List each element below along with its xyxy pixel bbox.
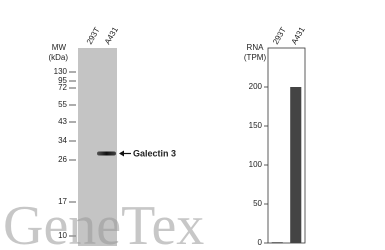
bar (290, 87, 302, 243)
y-axis-label: (TPM) (244, 53, 267, 62)
mw-label: (kDa) (48, 53, 68, 62)
mw-marker-label: 43 (58, 117, 67, 126)
mw-marker-label: 72 (58, 83, 67, 92)
watermark: GeneTex (3, 195, 204, 250)
y-tick-label: 200 (249, 82, 263, 91)
lane-label: A431 (103, 25, 120, 46)
mw-marker-label: 17 (58, 197, 67, 206)
x-tick-label: A431 (290, 25, 307, 46)
mw-marker-label: 55 (58, 100, 67, 109)
y-tick-label: 0 (258, 238, 263, 247)
mw-label: MW (52, 43, 67, 52)
mw-marker-label: 95 (58, 76, 67, 85)
mw-marker-label: 34 (58, 136, 67, 145)
mw-marker-label: 10 (58, 231, 67, 240)
blot-membrane (78, 48, 117, 246)
plot-frame (267, 47, 306, 244)
y-tick-label: 50 (253, 199, 262, 208)
bar (271, 242, 283, 244)
lane-label: 293T (85, 26, 102, 46)
y-tick-label: 100 (249, 160, 263, 169)
band-label: Galectin 3 (133, 148, 176, 158)
y-axis-label: RNA (247, 43, 265, 52)
band-arrowhead (119, 150, 124, 157)
y-tick-label: 150 (249, 121, 263, 130)
mw-marker-label: 130 (54, 67, 68, 76)
blot-band (97, 151, 116, 156)
mw-marker-label: 26 (58, 155, 67, 164)
x-tick-label: 293T (271, 26, 288, 46)
